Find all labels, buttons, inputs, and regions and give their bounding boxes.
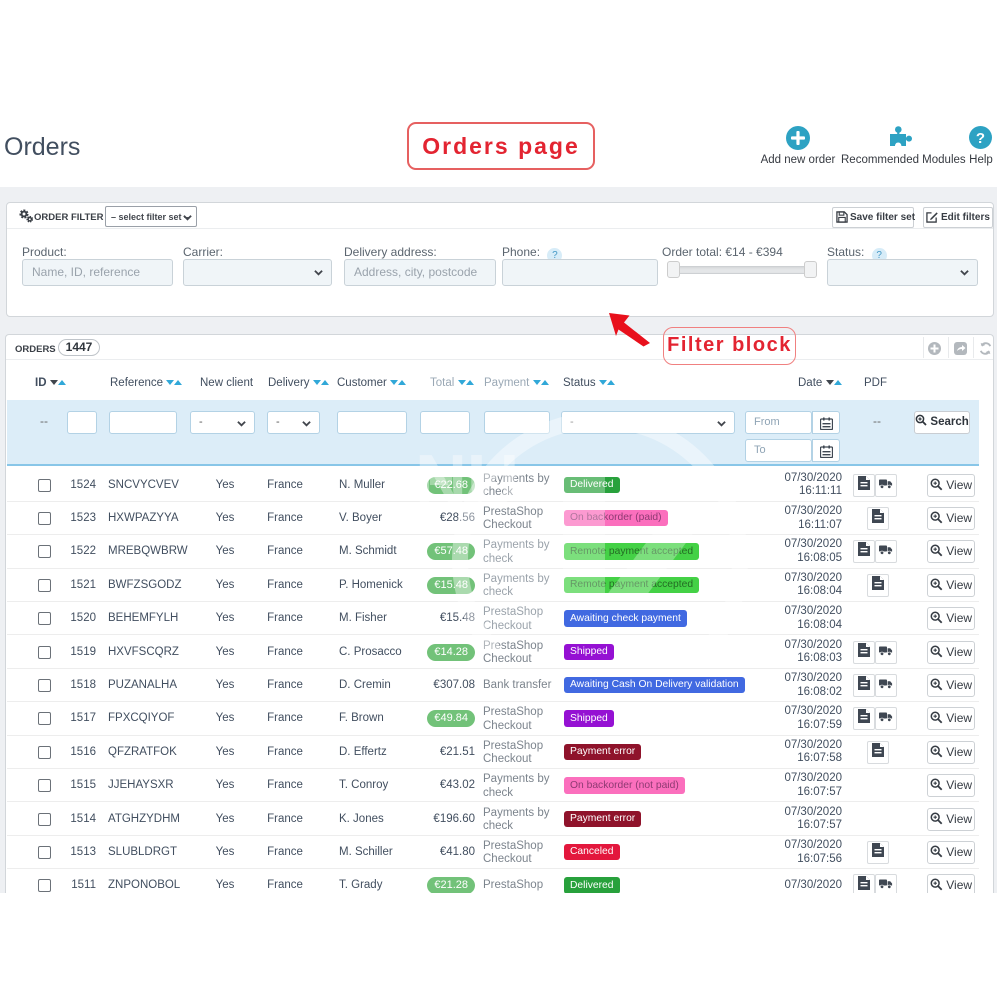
svg-text:?: ? [976,130,985,147]
